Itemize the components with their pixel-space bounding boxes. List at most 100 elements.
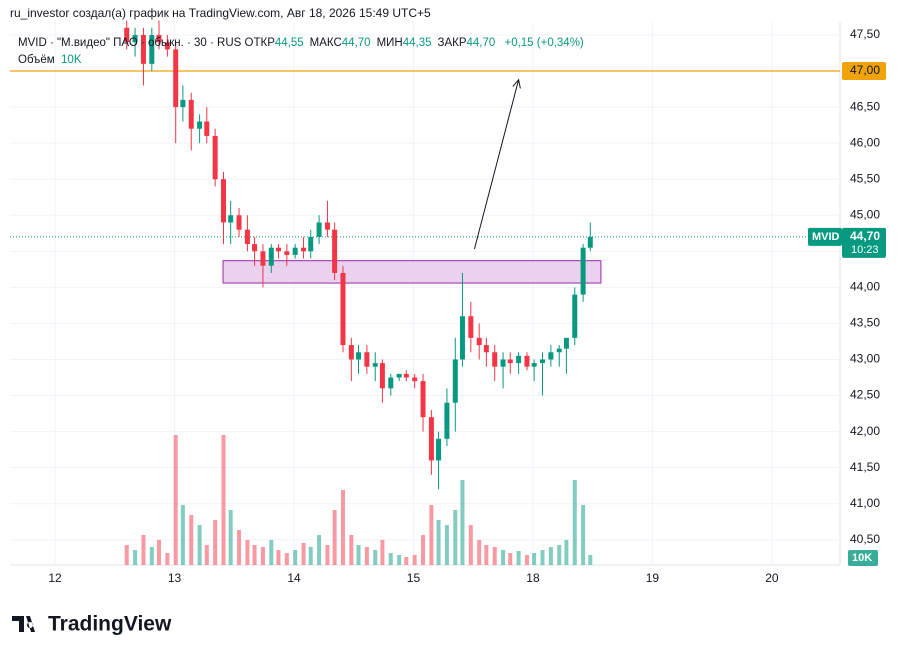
candle-body (507, 359, 513, 364)
volume-bar (204, 545, 209, 565)
volume-bar (308, 547, 313, 565)
y-tick-label: 46,50 (850, 99, 880, 113)
candle-body (428, 417, 434, 461)
symbol-line: MVID · "М.видео" ПАО · обыкн. · 30 · RUS (18, 37, 242, 49)
volume-bar (133, 550, 138, 565)
x-tick-label: 15 (407, 571, 421, 585)
ohlc-name: МИН (376, 37, 403, 49)
volume-bar (284, 553, 289, 565)
candle-body (149, 34, 155, 64)
y-tick-label: 43,00 (850, 352, 880, 366)
volume-bar (444, 525, 449, 565)
volume-bar (237, 530, 242, 565)
volume-badge-label: 10K (852, 552, 872, 564)
candle-body (204, 121, 210, 136)
volume-bar (557, 545, 562, 565)
price-badge (842, 227, 886, 258)
candle-body (436, 438, 442, 461)
candle-body (292, 247, 298, 255)
candle-body (492, 352, 498, 367)
candle-body (301, 247, 307, 252)
candle-body (244, 229, 250, 245)
candle-body (379, 363, 385, 389)
symbol-label: MVID (812, 231, 840, 243)
price-label: 44,70 (850, 229, 880, 243)
candle-body (340, 272, 346, 346)
y-tick-label: 43,50 (850, 316, 880, 330)
volume-bar (228, 510, 233, 565)
ohlc-name: ОТКР (244, 37, 275, 49)
arrow (473, 79, 520, 250)
candle-body (444, 402, 450, 439)
candle-body (548, 352, 554, 360)
candle-body (452, 359, 458, 403)
ohlc-value: 44,55 (274, 37, 304, 49)
candle-body (459, 316, 465, 360)
volume-bar (269, 540, 274, 565)
logo (12, 616, 35, 632)
candle-body (221, 179, 227, 223)
volume-bar (189, 515, 194, 565)
volume-bar (276, 550, 281, 565)
volume-bar (325, 545, 330, 565)
candle-body (268, 247, 274, 266)
volume-bar (180, 505, 185, 565)
volume-bar (373, 550, 378, 565)
volume-bar (260, 547, 265, 565)
hline-label: 47,00 (850, 63, 880, 77)
candle-body (197, 121, 203, 129)
candle-body (500, 359, 506, 367)
y-tick-label: 45,50 (850, 171, 880, 185)
volume-bar (173, 435, 178, 565)
candle-body (140, 34, 146, 64)
y-tick-label: 40,50 (850, 532, 880, 546)
candle-body (563, 337, 569, 349)
x-tick-label: 18 (526, 571, 540, 585)
candle-body (388, 377, 394, 389)
zone (222, 260, 602, 284)
volume-bar (245, 540, 250, 565)
candle-body (572, 294, 578, 338)
candle-body (132, 34, 138, 43)
volume-bar (588, 555, 593, 565)
volume-bar (141, 535, 146, 565)
volume-bar (149, 547, 154, 565)
candle-body (364, 352, 370, 367)
volume-bar (380, 540, 385, 565)
hline-badge (842, 62, 886, 81)
volume-bar (301, 543, 306, 565)
candle-body (180, 99, 186, 108)
volume-bar (484, 545, 489, 565)
volume-bar (293, 550, 298, 565)
volume-bar (572, 480, 577, 565)
y-tick-label: 47,50 (850, 27, 880, 41)
volume-bar (404, 557, 409, 565)
y-tick-label: 46,00 (850, 135, 880, 149)
candle-body (580, 247, 586, 295)
volume-bar (429, 505, 434, 565)
volume-bar (349, 535, 354, 565)
y-tick-label: 42,00 (850, 424, 880, 438)
ohlc-name: ЗАКР (437, 37, 467, 49)
candle-body (228, 215, 234, 223)
ohlc-name: МАКС (309, 37, 342, 49)
legend-row: MVID · "М.видео" ПАО · обыкн. · 30 · RUS… (18, 35, 584, 52)
y-tick-label: 44,00 (850, 280, 880, 294)
candle-body (260, 251, 266, 266)
candle-body (540, 359, 546, 364)
x-tick-label: 13 (168, 571, 182, 585)
y-tick-label: 41,50 (850, 460, 880, 474)
candle-body (516, 355, 522, 364)
volume-bar (540, 550, 545, 565)
volume-bar (412, 555, 417, 565)
candle-body (531, 363, 537, 367)
volume-title: Объём (18, 54, 55, 66)
volume-bar (421, 535, 426, 565)
candle-body (396, 373, 402, 378)
volume-bar (340, 490, 345, 565)
y-tick-label: 41,00 (850, 496, 880, 510)
change: +0,15 (+0,34%) (504, 37, 584, 49)
volume-bar (453, 510, 458, 565)
candle-body (332, 229, 338, 273)
